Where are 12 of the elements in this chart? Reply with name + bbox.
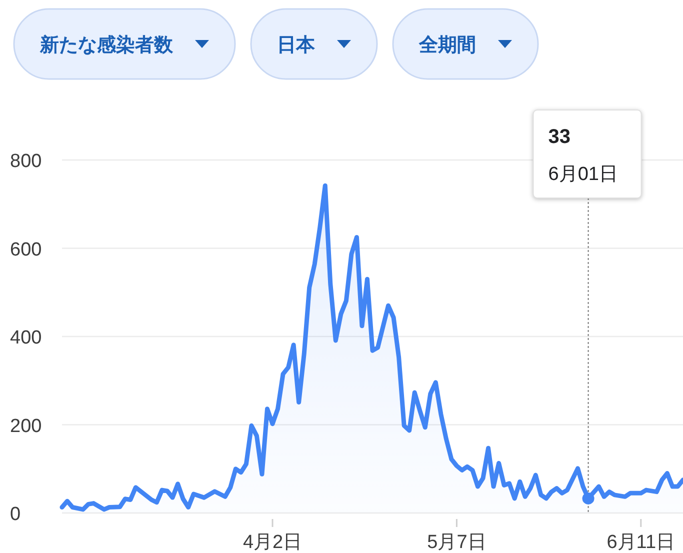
y-tick-label: 600 (10, 239, 42, 260)
ref-line-label: 6月01日 (548, 164, 618, 185)
y-tick-label: 200 (10, 416, 42, 437)
y-tick-label: 0 (10, 504, 21, 525)
filters: 新たな感染者数 日本 全期間 (13, 8, 539, 80)
text: 33 (548, 126, 571, 148)
y-tick-label: 800 (10, 151, 42, 172)
x-tick-label: 4月2日 (242, 532, 302, 553)
x-tick-label: 5月7日 (427, 532, 486, 553)
x-tick-label: 6月11日 (606, 532, 676, 553)
chart-title: 新たな感染者数 (39, 34, 174, 56)
y-tick-label: 400 (10, 328, 42, 348)
